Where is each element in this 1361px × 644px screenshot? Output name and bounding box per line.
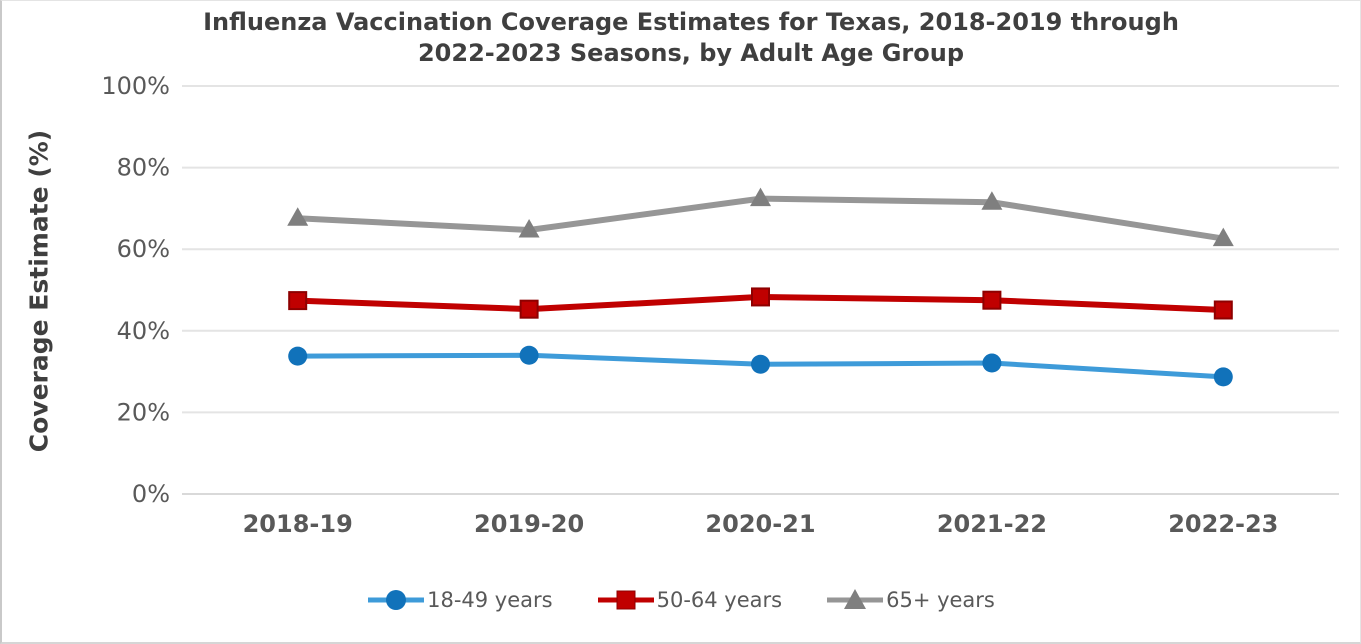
y-tick-label: 40% bbox=[117, 317, 170, 345]
y-tick-label: 100% bbox=[101, 72, 170, 100]
chart-legend: 18-49 years 50-64 years 65+ years bbox=[2, 587, 1360, 613]
legend-label: 18-49 years bbox=[427, 588, 553, 612]
data-point-marker bbox=[518, 219, 540, 238]
data-point-marker bbox=[519, 299, 539, 319]
data-point-marker bbox=[287, 207, 309, 226]
data-point-marker bbox=[982, 290, 1002, 310]
triangle-legend-marker-icon bbox=[827, 589, 884, 609]
data-point-marker bbox=[982, 353, 1002, 373]
chart-title-line-2: 2022-2023 Seasons, by Adult Age Group bbox=[417, 39, 965, 67]
y-tick-label: 0% bbox=[132, 480, 170, 508]
x-tick-label: 2018-19 bbox=[243, 510, 353, 538]
data-point-marker bbox=[1213, 367, 1233, 387]
x-tick-label: 2022-23 bbox=[1168, 510, 1278, 538]
x-tick-label: 2019-20 bbox=[474, 510, 584, 538]
legend-label: 50-64 years bbox=[656, 588, 783, 612]
legend-item-65-years: 65+ years bbox=[826, 587, 995, 613]
y-tick-label: 60% bbox=[117, 235, 170, 263]
legend-item-50-64-years: 50-64 years bbox=[597, 587, 783, 613]
y-tick-label: 80% bbox=[117, 154, 170, 182]
data-point-marker bbox=[981, 191, 1003, 210]
y-tick-label: 20% bbox=[117, 398, 170, 426]
data-point-marker bbox=[1212, 227, 1234, 247]
x-tick-label: 2020-21 bbox=[705, 510, 815, 538]
legend-item-18-49-years: 18-49 years bbox=[367, 587, 553, 613]
data-point-marker bbox=[288, 291, 308, 311]
legend-label: 65+ years bbox=[886, 588, 995, 612]
circle-legend-marker-icon bbox=[368, 590, 425, 610]
x-tick-label: 2021-22 bbox=[937, 510, 1047, 538]
data-point-marker bbox=[288, 346, 308, 366]
chart-title-line-1: Influenza Vaccination Coverage Estimates… bbox=[203, 8, 1179, 36]
chart-title: Influenza Vaccination Coverage Estimates… bbox=[32, 7, 1350, 69]
square-legend-marker-icon bbox=[597, 590, 654, 610]
data-point-marker bbox=[750, 187, 771, 207]
data-point-marker bbox=[751, 287, 770, 307]
data-point-marker bbox=[1213, 300, 1233, 320]
data-point-marker bbox=[519, 345, 539, 365]
data-point-marker bbox=[751, 354, 770, 374]
